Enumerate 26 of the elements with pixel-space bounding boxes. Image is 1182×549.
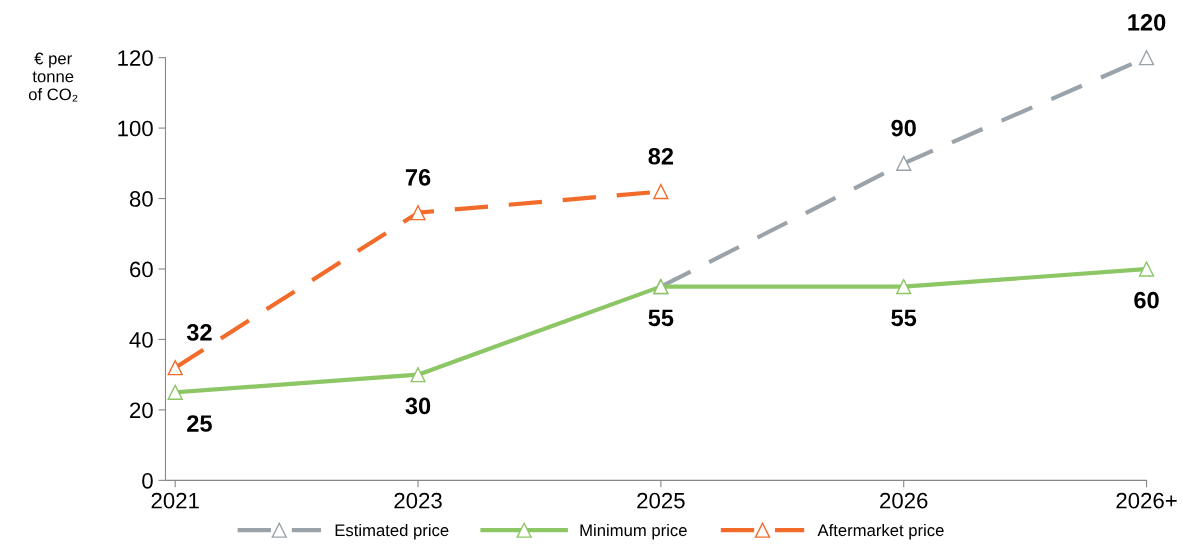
data-label: 82 <box>648 147 674 165</box>
data-label: 120 <box>1128 14 1166 31</box>
data-label: 30 <box>405 397 431 415</box>
x-tick-label: 2021 <box>151 492 199 509</box>
y-tick-label: 100 <box>118 120 153 137</box>
legend-label: Minimum price <box>580 523 687 540</box>
y-tick-label: 40 <box>129 332 153 348</box>
legend-label: Aftermarket price <box>817 523 944 540</box>
data-label: 25 <box>187 415 212 432</box>
y-tick-label: 60 <box>130 261 153 278</box>
y-tick-label: 0 <box>142 472 153 489</box>
x-tick-label: 2025 <box>637 492 685 509</box>
y-axis-title: € per tonne of CO₂ <box>28 52 78 102</box>
data-label: 90 <box>891 119 916 137</box>
legend-label: Estimated price <box>335 523 449 540</box>
data-label: 55 <box>891 309 917 327</box>
data-label: 32 <box>186 324 212 341</box>
x-tick-label: 2026 <box>880 492 928 509</box>
data-label: 55 <box>648 309 674 327</box>
y-tick-label: 20 <box>130 402 153 419</box>
y-tick-label: 120 <box>118 50 153 66</box>
x-tick-label: 2026+ <box>1116 492 1177 509</box>
x-tick-label: 2023 <box>394 492 442 509</box>
data-label: 60 <box>1134 291 1159 309</box>
y-tick-label: 80 <box>129 191 153 207</box>
data-label: 76 <box>405 169 431 186</box>
